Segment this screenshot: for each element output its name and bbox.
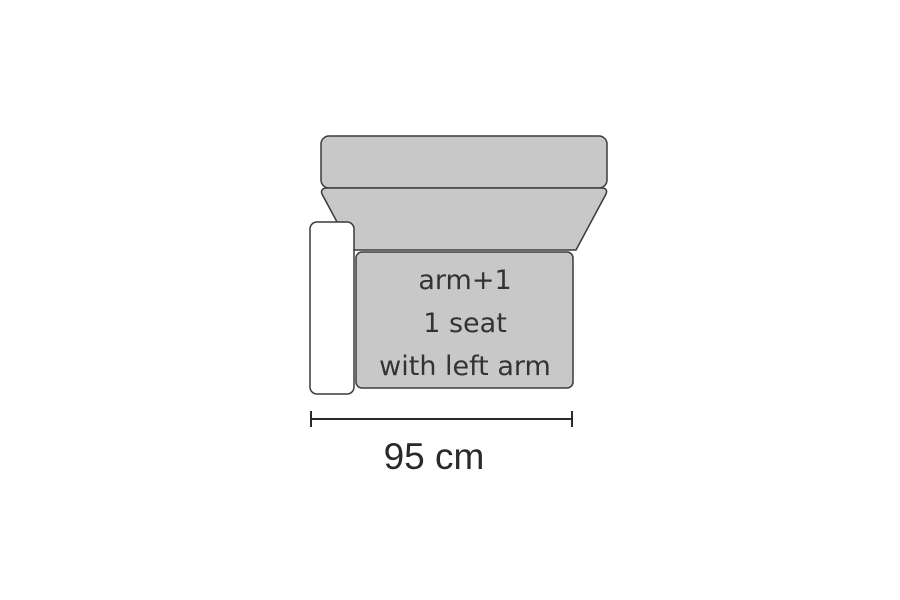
module-label-line-2: 1 seat [423,308,507,339]
left-arm [309,221,355,395]
back-cushion [320,135,608,189]
width-dimension-label: 95 cm [384,436,485,477]
width-dimension-line [310,411,573,427]
module-label-line-1: arm+1 [418,265,511,296]
seat-cushion [355,251,574,389]
module-label-line-3: with left arm [379,351,551,382]
backrest [320,187,608,251]
